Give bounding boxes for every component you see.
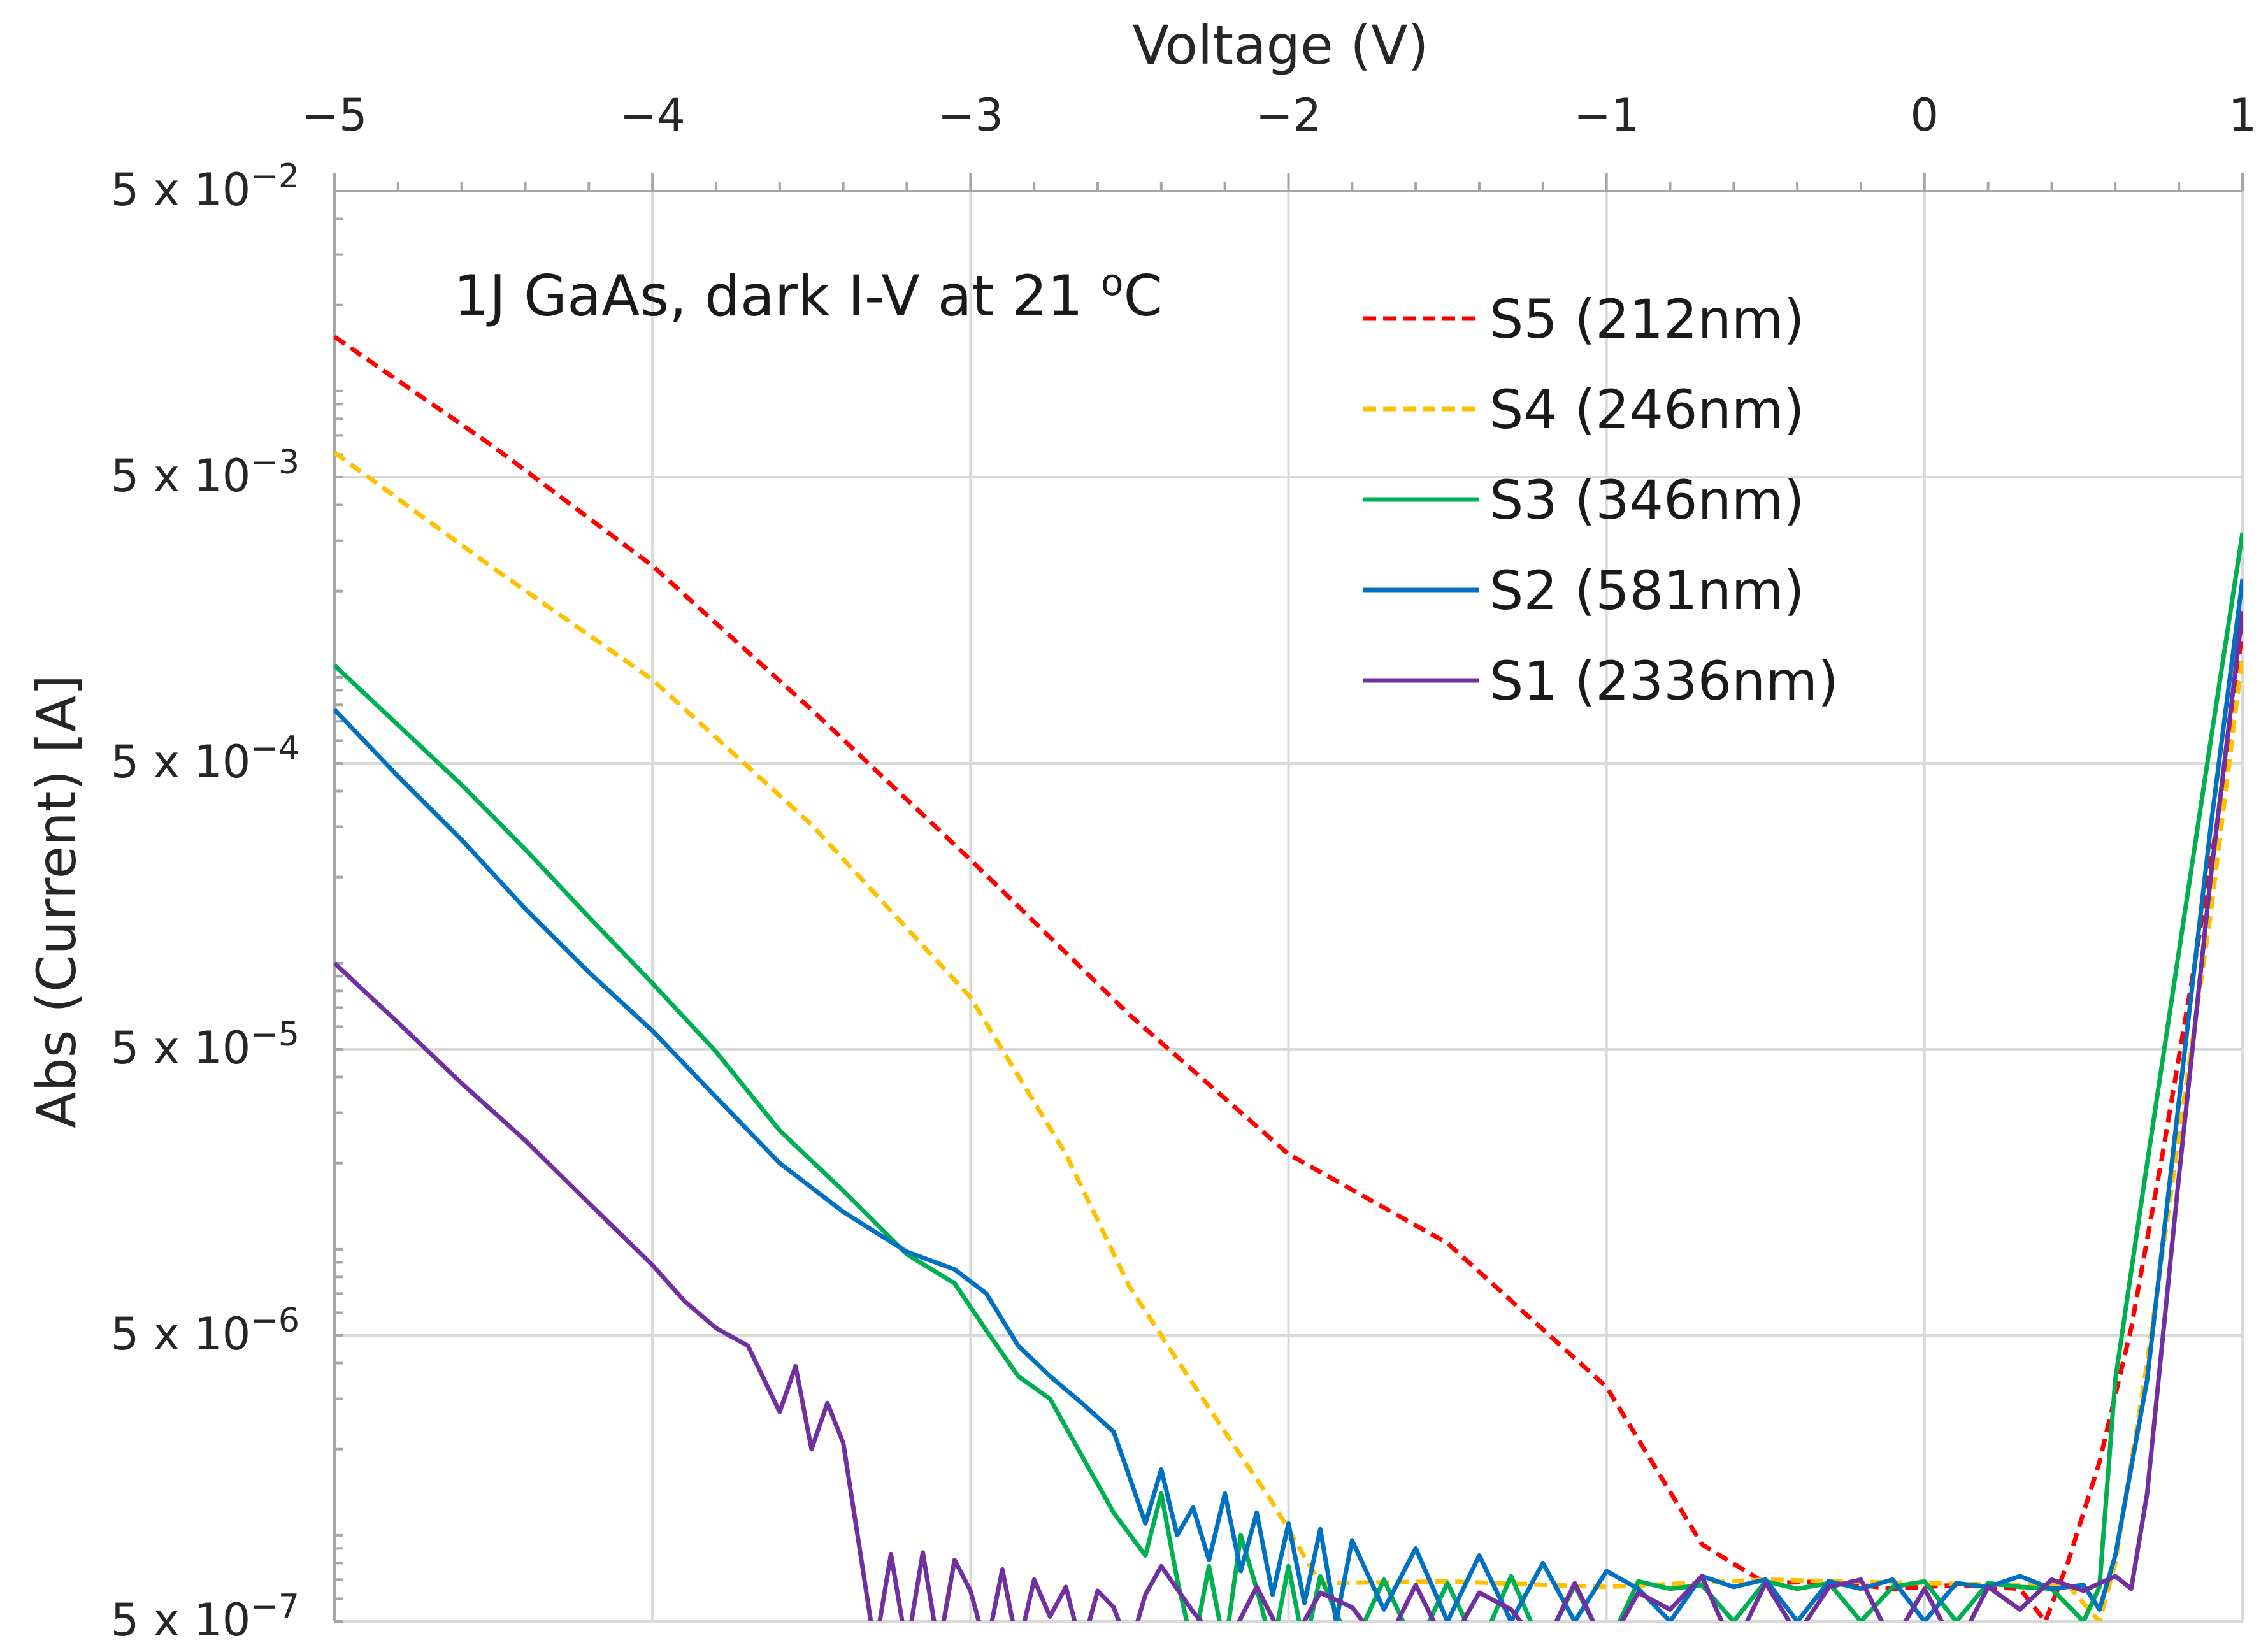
x-tick-label: 1 (2229, 89, 2257, 141)
y-tick-label: 5 x 10−5 (111, 1016, 299, 1074)
y-tick-label-exponent: −3 (250, 443, 299, 482)
series-line-s2 (334, 578, 2243, 1621)
y-axis-label: Abs (Current) [A] (25, 675, 88, 1128)
y-tick-label: 5 x 10−6 (111, 1302, 299, 1360)
y-tick-label-base: 5 x 10 (111, 164, 251, 216)
legend-label: S1 (2336nm) (1489, 650, 1839, 712)
x-tick-label: −2 (1256, 89, 1321, 141)
series-lines (334, 334, 2243, 1621)
legend: S5 (212nm) S4 (246nm) S3 (346nm) S2 (581nm)… (1363, 288, 1839, 712)
y-tick-label-base: 5 x 10 (111, 736, 251, 788)
y-tick-label: 5 x 10−7 (111, 1588, 299, 1646)
series-line-s3 (334, 532, 2243, 1621)
axes (333, 173, 2244, 1623)
legend-label: S2 (581nm) (1489, 559, 1804, 622)
gridlines (333, 190, 2244, 1623)
x-tick-labels: −5 −4 −3 −2 −1 0 1 (301, 89, 2257, 141)
annotation-suffix: C (1124, 263, 1163, 329)
y-tick-labels: 5 x 10−25 x 10−35 x 10−45 x 10−55 x 10−6… (111, 157, 299, 1646)
x-tick-label: −5 (301, 89, 367, 141)
y-tick-label-base: 5 x 10 (111, 1022, 251, 1074)
y-tick-label-exponent: −4 (250, 729, 299, 768)
series-line-s1 (334, 610, 2243, 1621)
y-tick-label-exponent: −6 (250, 1302, 299, 1340)
x-tick-label: −3 (938, 89, 1003, 141)
annotation-text: 1J GaAs, dark I-V at 21 (454, 263, 1101, 329)
legend-label: S4 (246nm) (1489, 378, 1804, 441)
y-tick-label-base: 5 x 10 (111, 450, 251, 502)
legend-label: S3 (346nm) (1489, 469, 1804, 531)
chart-annotation: 1J GaAs, dark I-V at 21 oC (454, 261, 1163, 329)
x-tick-label: −1 (1574, 89, 1639, 141)
x-tick-label: −4 (620, 89, 685, 141)
y-tick-label: 5 x 10−3 (111, 443, 299, 502)
y-tick-label: 5 x 10−2 (111, 157, 299, 216)
y-tick-label-exponent: −7 (250, 1588, 299, 1626)
y-tick-label-exponent: −2 (250, 157, 299, 196)
y-tick-label-exponent: −5 (250, 1016, 299, 1054)
x-tick-label: 0 (1911, 89, 1939, 141)
y-tick-label-base: 5 x 10 (111, 1594, 251, 1646)
legend-label: S5 (212nm) (1489, 288, 1804, 350)
y-tick-label: 5 x 10−4 (111, 729, 299, 788)
x-axis-label: Voltage (V) (1133, 14, 1429, 76)
annotation-superscript: o (1101, 261, 1124, 304)
y-tick-label-base: 5 x 10 (111, 1308, 251, 1360)
